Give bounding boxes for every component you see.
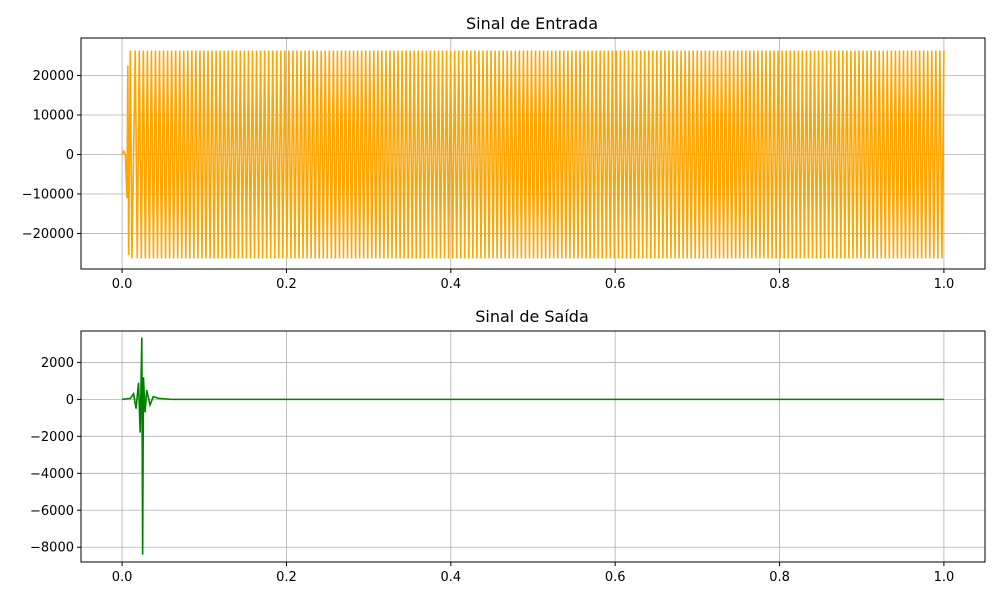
input-signal-ytick-label: 0 <box>66 148 74 163</box>
output-signal-ytick-label: −4000 <box>30 467 74 482</box>
input-signal-xtick-label: 1.0 <box>934 277 955 292</box>
input-signal-xtick-label: 0.0 <box>112 277 133 292</box>
input-signal-ytick-label: 20000 <box>33 69 74 84</box>
input-signal-frame <box>80 37 986 270</box>
input-signal-ytick-label: −10000 <box>22 187 74 202</box>
output-signal-xtick-label: 1.0 <box>934 570 955 585</box>
input-signal-title: Sinal de Entrada <box>466 14 598 33</box>
input-signal-axes: Sinal de Entrada 0.0 0.2 0.4 0.6 0.8 1.0 −2000… <box>22 14 986 292</box>
input-signal-ticks: 0.0 0.2 0.4 0.6 0.8 1.0 −20000 −10000 0 10000 2000… <box>22 69 955 292</box>
input-signal-series <box>121 50 945 259</box>
output-signal-xtick-label: 0.2 <box>276 570 297 585</box>
input-signal-ytick-label: 10000 <box>33 109 74 124</box>
output-signal-ytick-label: 2000 <box>41 356 74 371</box>
output-signal-grid <box>81 331 985 562</box>
output-signal-ticks: 0.0 0.2 0.4 0.6 0.8 1.0 −8000 −6000 −4000 −2000 0 2… <box>30 356 954 585</box>
input-signal-ytick-label: −20000 <box>22 227 74 242</box>
input-signal-xtick-label: 0.8 <box>769 277 790 292</box>
output-signal-title: Sinal de Saída <box>475 307 589 326</box>
output-signal-xtick-label: 0.8 <box>769 570 790 585</box>
input-signal-xtick-label: 0.4 <box>440 277 461 292</box>
output-signal-line <box>122 337 944 555</box>
input-signal-line <box>121 50 945 259</box>
output-signal-xtick-label: 0.4 <box>440 570 461 585</box>
output-signal-ytick-label: −2000 <box>30 430 74 445</box>
output-signal-xtick-label: 0.0 <box>112 570 133 585</box>
input-signal-xtick-label: 0.6 <box>605 277 626 292</box>
output-signal-ytick-label: −6000 <box>30 504 74 519</box>
output-signal-ytick-label: 0 <box>66 393 74 408</box>
output-signal-ytick-label: −8000 <box>30 541 74 556</box>
output-signal-series <box>122 337 944 555</box>
output-signal-axes: Sinal de Saída 0.0 0.2 0.4 0.6 0.8 1.0 −8000 −6… <box>30 307 986 585</box>
input-signal-xtick-label: 0.2 <box>276 277 297 292</box>
output-signal-xtick-label: 0.6 <box>605 570 626 585</box>
output-signal-frame <box>80 330 986 563</box>
